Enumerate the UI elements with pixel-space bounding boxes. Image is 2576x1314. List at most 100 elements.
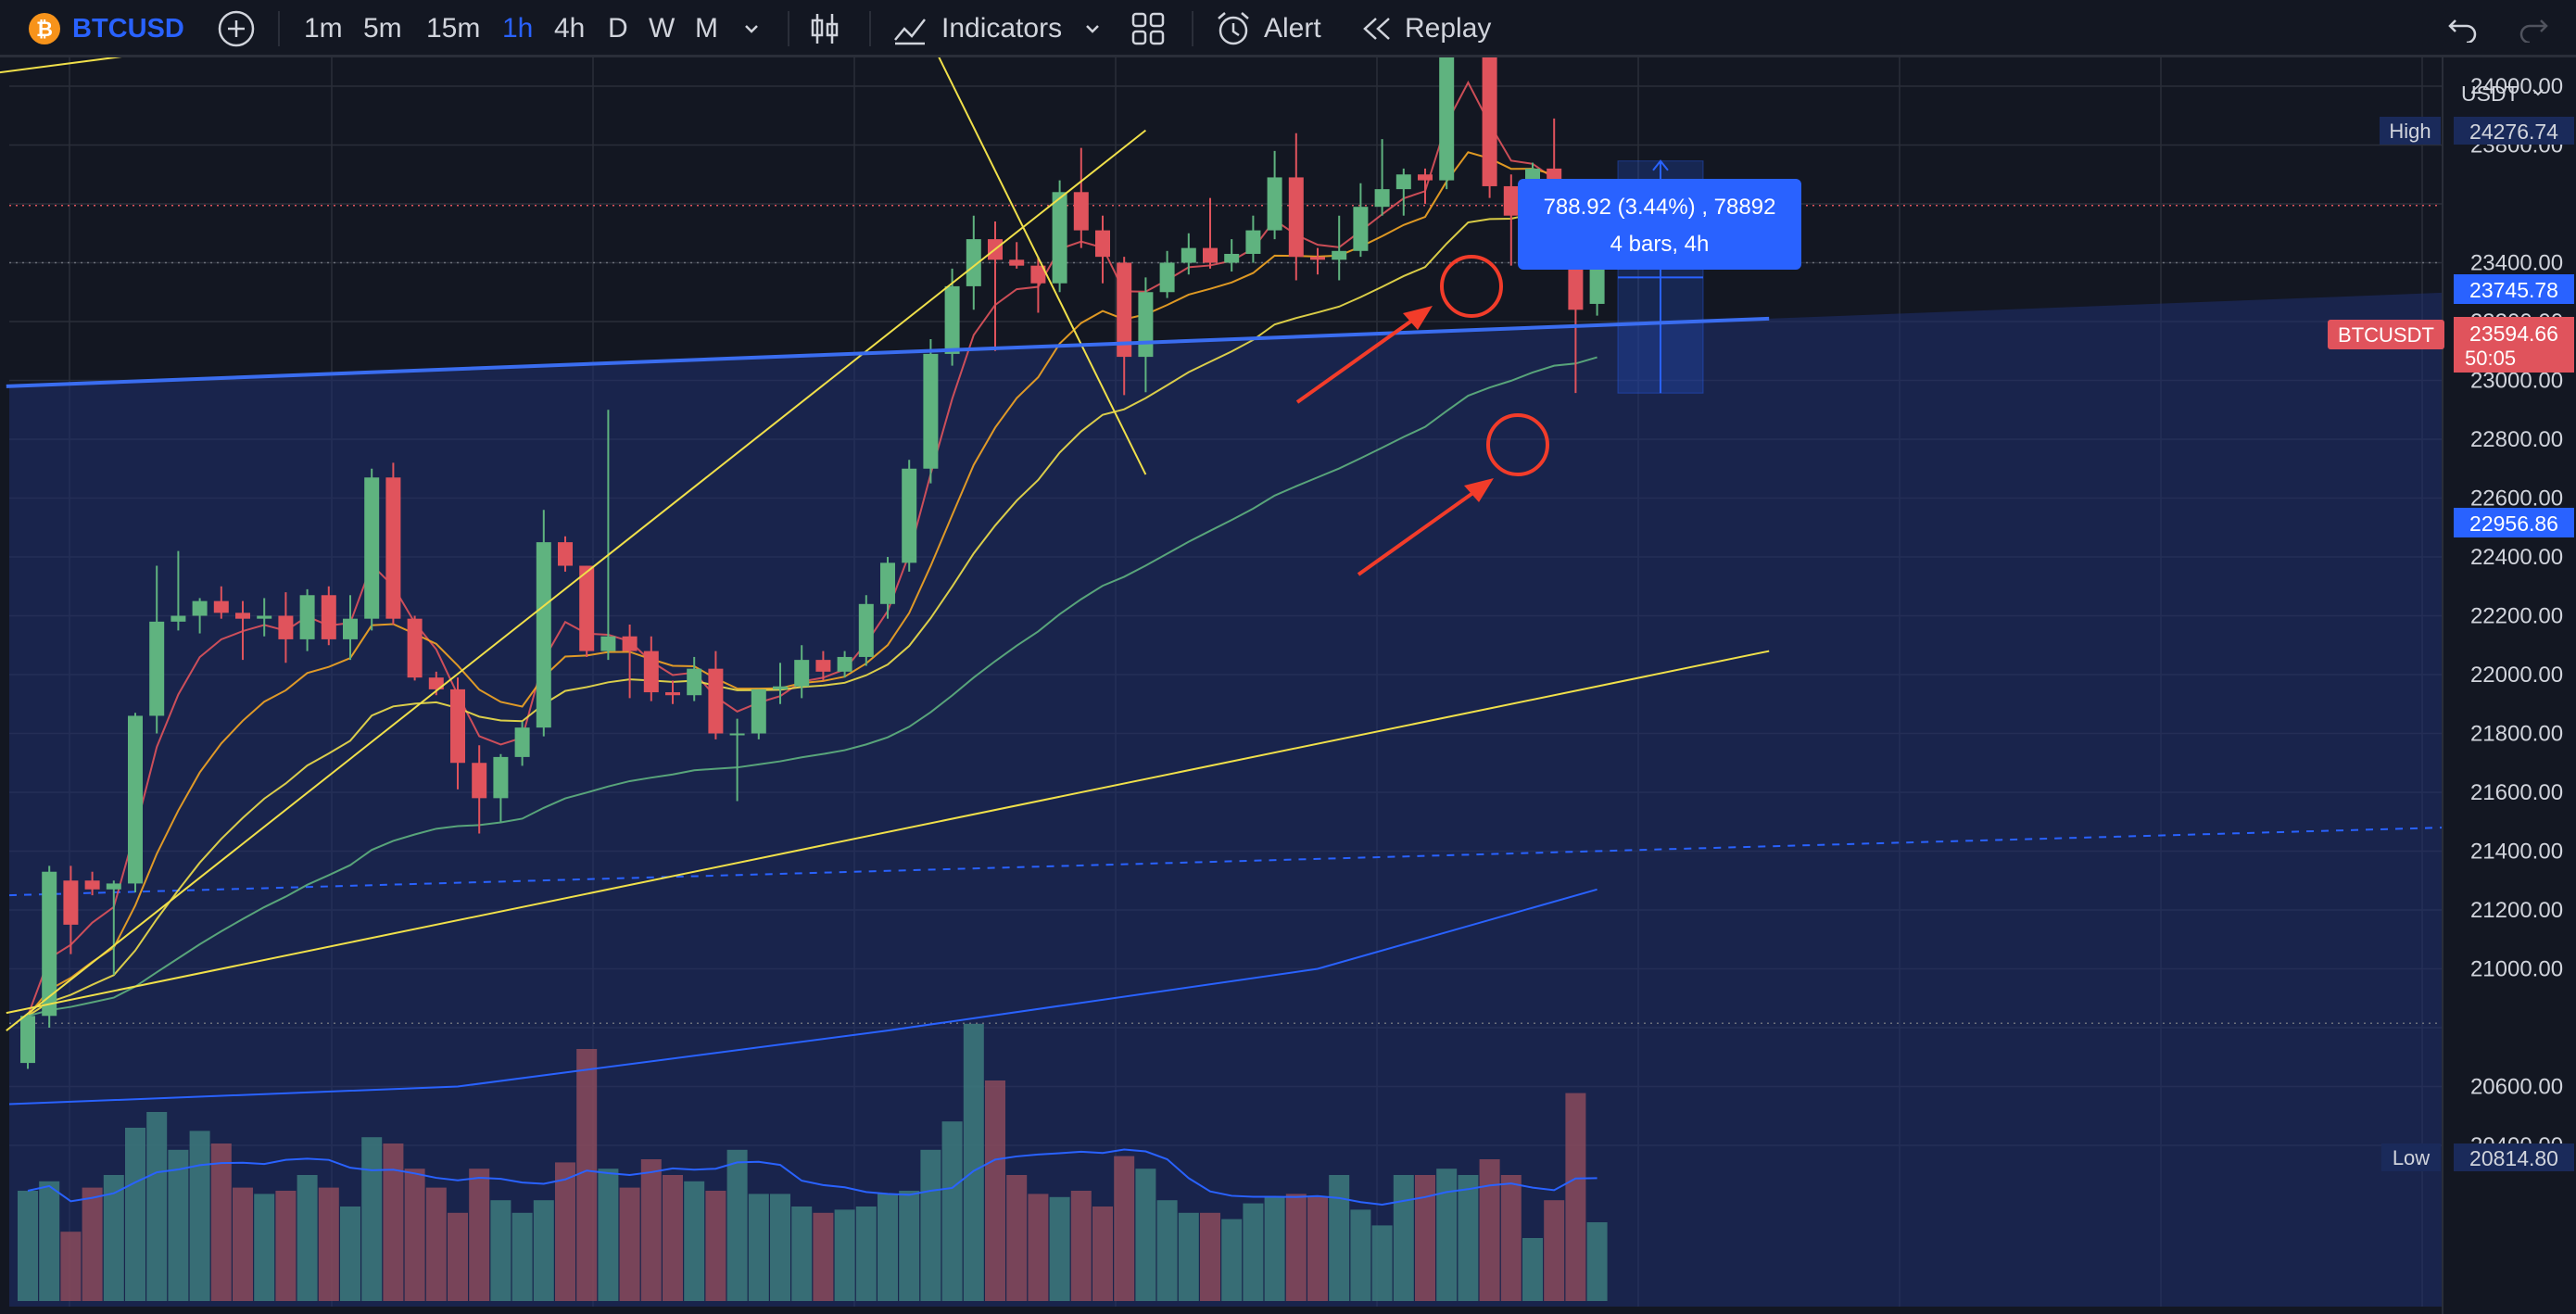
price-chart[interactable]: 788.92 (3.44%) , 78892 4 bars, 4h USDT 2…: [0, 57, 2576, 1314]
volume-bar: [576, 1049, 598, 1301]
low-value-bg: [2454, 1143, 2574, 1171]
candle-body: [751, 689, 766, 734]
volume-bar: [533, 1200, 554, 1301]
candle-body: [257, 615, 272, 619]
undo-button[interactable]: [2446, 0, 2480, 57]
volume-bar: [469, 1169, 490, 1301]
candle-body: [472, 763, 487, 799]
volume-bar: [1544, 1200, 1565, 1301]
price-tick-label: 22000.00: [2470, 663, 2563, 688]
redo-icon: [2517, 15, 2550, 43]
indicators-dropdown[interactable]: [1082, 0, 1103, 57]
volume-bar: [813, 1212, 834, 1301]
replay-icon: [1360, 15, 1394, 43]
support-line[interactable]: [6, 316, 1770, 388]
volume-bar: [1436, 1169, 1458, 1301]
price-tick-label: 21200.00: [2470, 898, 2563, 923]
candle-body: [1095, 230, 1110, 258]
toolbar-separator: [1192, 11, 1193, 46]
candle-body: [837, 656, 852, 672]
candle-body: [1159, 262, 1175, 293]
candle-body: [536, 542, 551, 728]
toolbar-separator: [788, 11, 789, 46]
redo-button[interactable]: [2517, 0, 2550, 57]
bitcoin-icon: ₿: [28, 12, 61, 45]
timeframe-1m[interactable]: 1m: [304, 13, 343, 44]
price-axis[interactable]: USDT 24200.0024000.0023800.0023400.00232…: [2442, 57, 2576, 1314]
tooltip-bg: [1518, 179, 1801, 270]
chevron-down-icon: [2532, 89, 2544, 96]
volume-bar: [318, 1187, 339, 1301]
timeframe-M[interactable]: M: [695, 13, 718, 44]
timeframe-5m[interactable]: 5m: [363, 13, 402, 44]
candle-body: [63, 880, 79, 925]
timeframe-D[interactable]: D: [608, 13, 628, 44]
svg-text:₿: ₿: [36, 19, 53, 42]
candle-body: [428, 677, 444, 689]
volume-bar: [920, 1149, 941, 1301]
trendline-descending[interactable]: [888, 57, 1147, 475]
candle-body: [1374, 189, 1390, 208]
volume-bar: [684, 1181, 705, 1301]
volume-bar: [619, 1187, 640, 1301]
volume-bar: [1156, 1200, 1178, 1301]
indicators-button[interactable]: Indicators: [891, 0, 1062, 57]
replay-button[interactable]: Replay: [1360, 0, 1491, 57]
volume-bar: [254, 1194, 275, 1301]
price-tick-label: 20600.00: [2470, 1075, 2563, 1100]
candle-body: [20, 1016, 35, 1064]
volume-bar: [425, 1187, 447, 1301]
chart-area[interactable]: 788.92 (3.44%) , 78892 4 bars, 4h USDT 2…: [0, 57, 2576, 1314]
trendlines[interactable]: [0, 57, 1770, 1031]
volume-bar: [1565, 1093, 1586, 1301]
timeframe-4h[interactable]: 4h: [554, 13, 586, 44]
trendline-long-term[interactable]: [6, 650, 1770, 1015]
arrowhead: [1403, 306, 1433, 330]
layout-button[interactable]: [1130, 0, 1166, 57]
annotation-arrow: [1295, 313, 1421, 404]
candle-body: [773, 686, 788, 689]
volume-bar: [340, 1207, 360, 1301]
volume-bar: [1415, 1175, 1435, 1301]
bar-countdown: 50:05: [2465, 347, 2516, 370]
alert-label: Alert: [1264, 13, 1321, 44]
volume-bar: [1135, 1169, 1156, 1301]
add-symbol-button[interactable]: [217, 0, 256, 57]
timeframe-W[interactable]: W: [649, 13, 676, 44]
timeframe-1h[interactable]: 1h: [502, 13, 534, 44]
volume-bar: [233, 1187, 253, 1301]
candle-body: [643, 651, 659, 693]
symbol-label: BTCUSD: [72, 13, 184, 44]
alert-clock-icon: [1214, 9, 1253, 48]
volume-bar: [1458, 1175, 1479, 1301]
candle-body: [213, 600, 229, 613]
alert-button[interactable]: Alert: [1214, 0, 1321, 57]
candle-body: [149, 621, 165, 716]
candle-body: [1052, 192, 1067, 284]
symbol-search[interactable]: ₿ BTCUSD: [28, 0, 184, 57]
timeframe-dropdown[interactable]: [741, 0, 762, 57]
candle-body: [944, 285, 960, 354]
volume-bar: [878, 1194, 898, 1301]
candle-body: [1439, 57, 1455, 181]
candle-body: [665, 692, 680, 696]
currency-label[interactable]: USDT: [2461, 82, 2519, 106]
candle-body: [1288, 177, 1304, 258]
measure-bottom-bg: [2454, 508, 2574, 537]
candlesticks: [20, 57, 1605, 1069]
trendline-ascending[interactable]: [6, 129, 1147, 1031]
volume-bar: [275, 1191, 297, 1301]
volume-bar: [1285, 1194, 1307, 1301]
measure-top-value: 23745.78: [2469, 278, 2558, 302]
volume-ma-line: [27, 1148, 1597, 1206]
high-value-bg: [2454, 117, 2574, 145]
candle-body: [1224, 253, 1240, 263]
volume-ma: [27, 1148, 1597, 1206]
timeframe-15m[interactable]: 15m: [426, 13, 481, 44]
measure-arrowhead: [1652, 159, 1669, 171]
candle-body: [407, 618, 423, 678]
chart-type-button[interactable]: [808, 0, 841, 57]
toolbar-separator: [869, 11, 871, 46]
volume-bar: [490, 1200, 511, 1301]
last-price-bg: [2454, 317, 2574, 373]
